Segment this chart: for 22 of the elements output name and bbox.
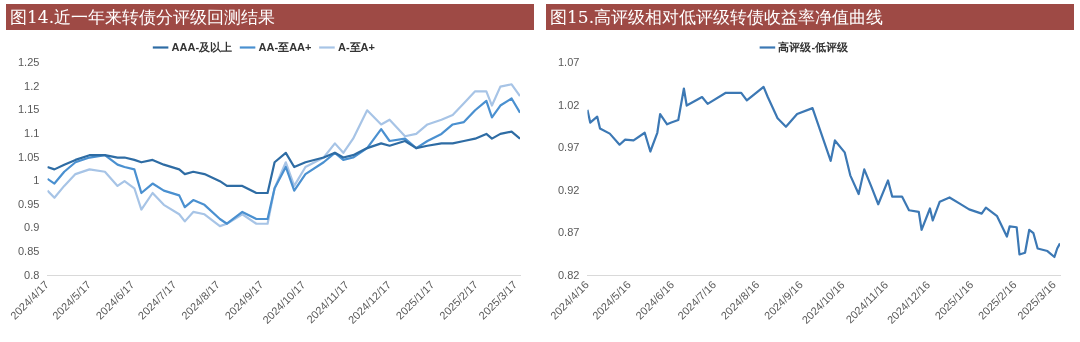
y-tick-label: 1.25 [17,56,40,69]
legend-label: AA-至AA+ [258,40,312,53]
legend-label: A-至A+ [337,40,375,53]
chart-title: 图15.高评级相对低评级转债收益率净值曲线 [546,4,1074,30]
y-tick-label: 0.85 [17,245,40,258]
y-tick-label: 1.07 [557,56,580,69]
y-tick-label: 0.8 [24,268,40,281]
y-tick-label: 0.9 [24,221,40,234]
y-tick-label: 0.95 [17,197,40,210]
legend-label: 高评级-低评级 [778,40,850,53]
y-tick-label: 1.1 [24,126,40,139]
y-tick-label: 1.15 [17,103,40,116]
y-tick-label: 0.92 [557,183,580,196]
chart-title: 图14.近一年来转债分评级回测结果 [6,4,534,30]
y-tick-label: 1.05 [17,150,40,163]
y-tick-label: 0.87 [557,226,580,239]
y-tick-label: 1.02 [557,98,580,111]
y-tick-label: 1 [33,174,40,187]
legend-label: AAA-及以上 [171,40,233,53]
y-tick-label: 1.2 [24,79,40,92]
y-tick-label: 0.82 [557,268,580,281]
y-tick-label: 0.97 [557,141,580,154]
